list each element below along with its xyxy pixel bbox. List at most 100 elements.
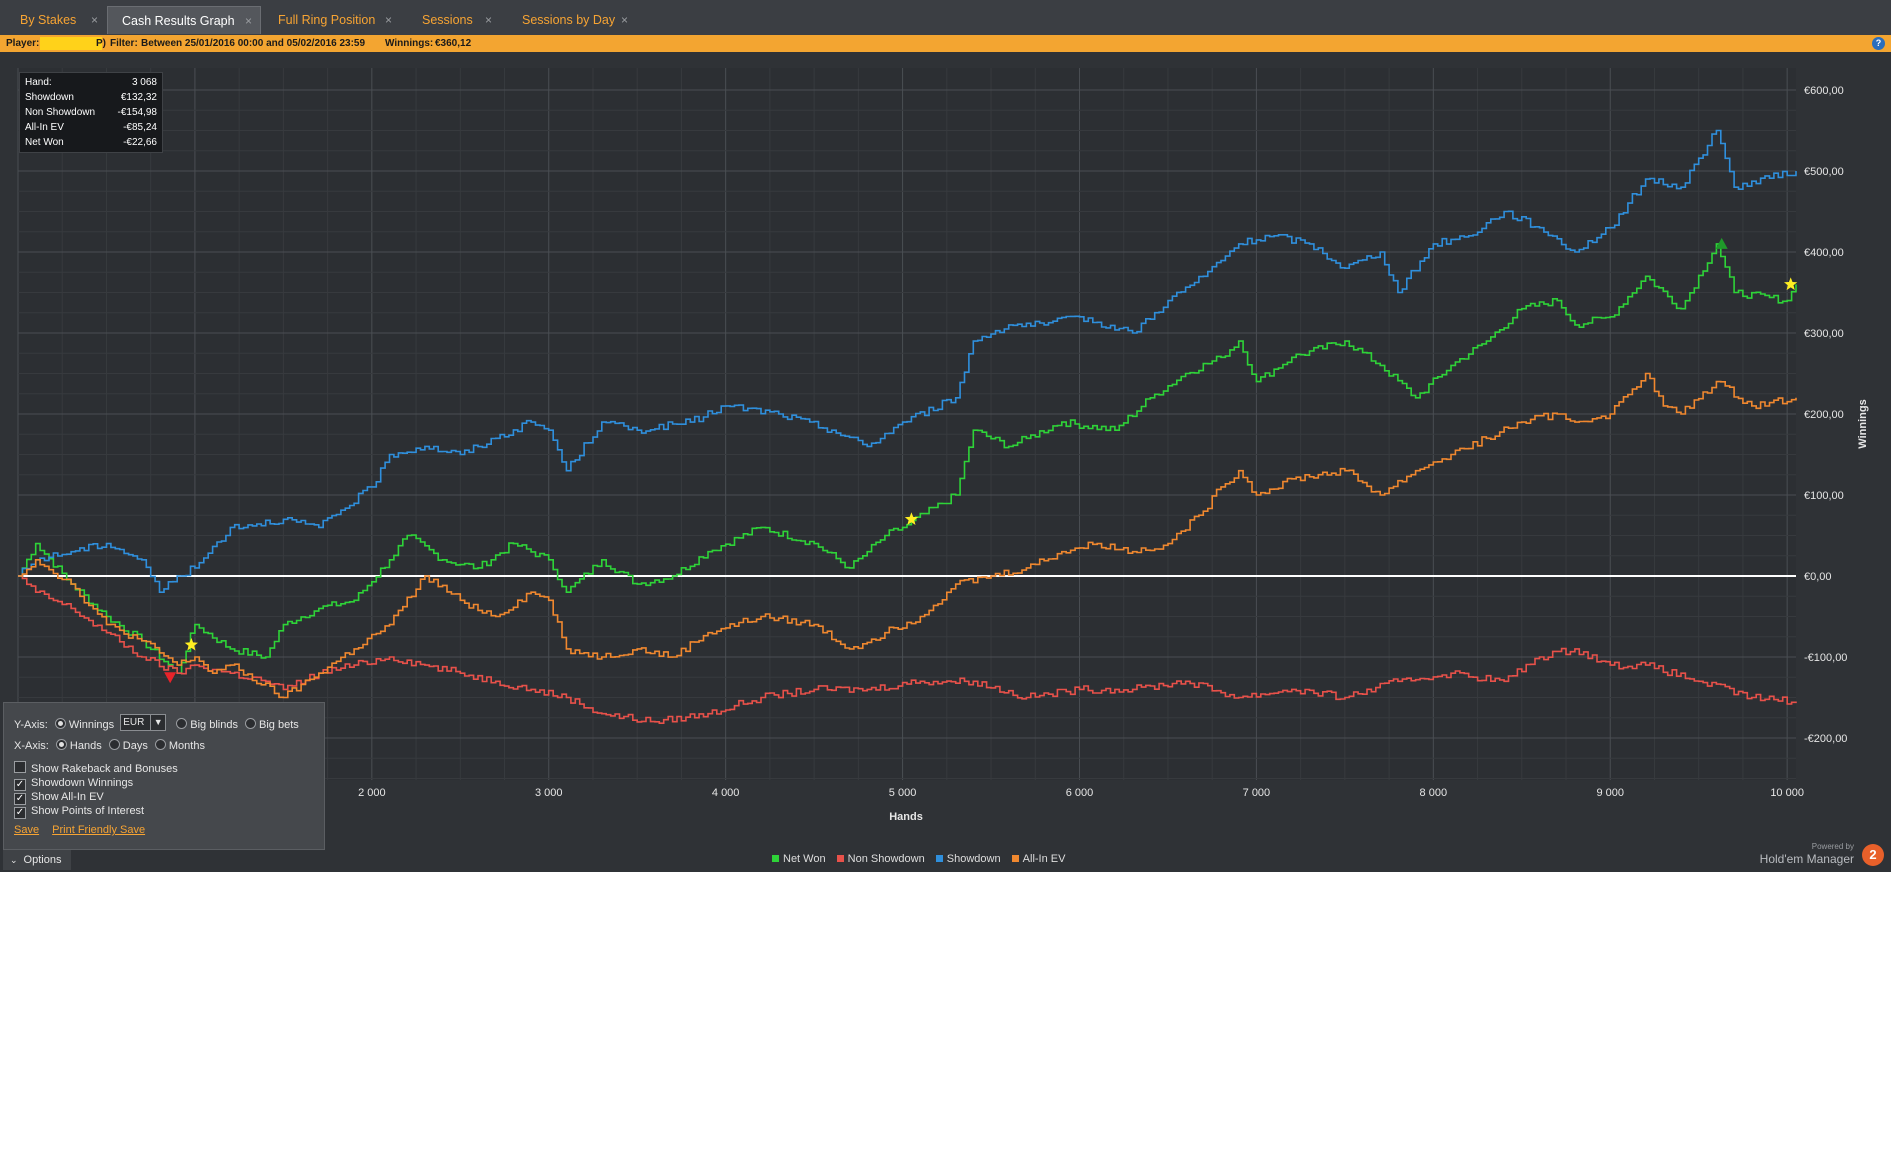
save-link[interactable]: Save — [14, 824, 40, 836]
legend-swatch — [772, 855, 779, 862]
y-tick-label: €0,00 — [1804, 571, 1832, 583]
legend-item-showdown[interactable]: Showdown — [935, 849, 1001, 869]
stat-label: All-In EV — [25, 122, 64, 133]
filter-label: Filter: — [110, 38, 138, 49]
grid-lines — [17, 68, 1796, 780]
y-tick-label: €500,00 — [1804, 166, 1844, 178]
radio-label: Big blinds — [190, 719, 238, 731]
checkbox-points-of-interest[interactable]: ✓ Show Points of Interest — [14, 803, 144, 819]
checkbox-showdown-winnings[interactable]: ✓ Showdown Winnings — [14, 775, 133, 791]
filter-value[interactable]: Between 25/01/2016 00:00 and 05/02/2016 … — [141, 38, 366, 49]
radio-days[interactable] — [108, 739, 120, 750]
x-tick-label: 6 000 — [1066, 787, 1094, 799]
tab-sessions[interactable]: Sessions × — [408, 6, 500, 34]
close-icon[interactable]: × — [244, 14, 252, 28]
stat-value: -€85,24 — [123, 122, 157, 133]
legend-item-all-in-ev[interactable]: All-In EV — [1011, 849, 1066, 869]
checkbox-all-in-ev[interactable]: ✓ Show All-In EV — [14, 789, 104, 805]
radio-months[interactable] — [154, 739, 166, 750]
tab-label: Full Ring Position — [278, 13, 376, 27]
checkmark-icon[interactable]: ✓ — [14, 807, 26, 819]
x-tick-label: 3 000 — [535, 787, 563, 799]
radio-label: Hands — [69, 740, 102, 752]
triangle-up-marker — [1715, 237, 1728, 249]
hover-stats-box: Hand: 3 068 Showdown €132,32 Non Showdow… — [19, 72, 163, 153]
player-label: Player: — [6, 38, 40, 49]
checkbox-label: Show All-In EV — [31, 791, 104, 803]
checkmark-icon[interactable]: ✓ — [14, 779, 26, 791]
legend-label: Showdown — [946, 853, 1001, 865]
currency-select[interactable]: EUR ▼ — [120, 714, 167, 731]
checkbox[interactable] — [14, 761, 26, 773]
question-icon[interactable]: ? — [1872, 37, 1885, 50]
y-axis-label: Winnings — [1857, 399, 1869, 448]
y-tick-label: €400,00 — [1804, 247, 1844, 259]
y-tick-label: €600,00 — [1804, 85, 1844, 97]
winnings-label: Winnings: — [385, 38, 434, 49]
radio-big-blinds[interactable] — [176, 718, 188, 729]
stat-value: -€22,66 — [123, 137, 157, 148]
legend-item-net-won[interactable]: Net Won — [772, 849, 826, 869]
tab-by-stakes[interactable]: By Stakes × — [6, 6, 106, 34]
filter-bar: Player: P) Filter: Between 25/01/2016 00… — [0, 35, 1891, 52]
results-chart[interactable]: -€200,00 -€100,00 €0,00 €100,00 €200,00 €300,… — [0, 52, 1891, 847]
x-tick-label: 2 000 — [358, 787, 386, 799]
x-tick-label: 8 000 — [1420, 787, 1448, 799]
tab-label: Sessions — [422, 13, 473, 27]
chevron-down-icon: ⌄ — [10, 855, 18, 865]
player-suffix: P) — [96, 38, 106, 49]
stat-label: Net Won — [25, 137, 64, 148]
tab-full-ring-position[interactable]: Full Ring Position × — [264, 6, 400, 34]
stat-row-net-won: Net Won -€22,66 — [25, 135, 157, 150]
winnings-value: €360,12 — [435, 38, 472, 49]
series-lines — [18, 129, 1797, 724]
tab-label: Sessions by Day — [522, 13, 616, 27]
series-line-showdown — [18, 129, 1797, 593]
x-axis-row: X-Axis: Hands Days Months — [14, 738, 205, 754]
y-tick-labels: -€200,00 -€100,00 €0,00 €100,00 €200,00 €300,… — [1804, 85, 1847, 745]
plot-area — [18, 68, 1796, 780]
x-tick-labels: 2 000 3 000 4 000 5 000 6 000 7 000 8 000 9 000… — [358, 787, 1804, 799]
x-tick-label: 7 000 — [1243, 787, 1271, 799]
series-line-net-won — [18, 243, 1797, 674]
y-tick-label: €300,00 — [1804, 328, 1844, 340]
options-toggle-button[interactable]: ⌄ Options — [3, 850, 71, 870]
x-tick-label: 4 000 — [712, 787, 740, 799]
chevron-down-icon[interactable]: ▼ — [150, 715, 165, 730]
currency-value: EUR — [123, 717, 145, 728]
x-tick-label: 10 000 — [1770, 787, 1804, 799]
radio-hands[interactable] — [55, 739, 67, 750]
y-tick-label: -€100,00 — [1804, 652, 1847, 664]
x-axis-label: X-Axis: — [14, 740, 49, 752]
radio-winnings[interactable] — [54, 718, 66, 729]
legend-label: All-In EV — [1022, 853, 1066, 865]
checkbox-rakeback[interactable]: Show Rakeback and Bonuses — [14, 761, 178, 777]
tab-sessions-by-day[interactable]: Sessions by Day × — [508, 6, 636, 34]
radio-label: Big bets — [259, 719, 299, 731]
stat-row-hand: Hand: 3 068 — [25, 75, 157, 90]
tab-cash-results-graph[interactable]: Cash Results Graph × — [107, 6, 261, 34]
star-marker — [904, 512, 919, 525]
chart-legend: Net Won Non Showdown Showdown All-In EV — [772, 849, 1073, 869]
close-icon[interactable]: × — [384, 13, 392, 27]
radio-label: Winnings — [68, 719, 115, 731]
legend-item-non-showdown[interactable]: Non Showdown — [836, 849, 925, 869]
print-friendly-save-link[interactable]: Print Friendly Save — [52, 824, 146, 836]
stat-label: Showdown — [25, 92, 74, 103]
options-panel: Y-Axis: Winnings EUR ▼ Big blinds Big bet… — [3, 702, 325, 850]
close-icon[interactable]: × — [484, 13, 492, 27]
tab-bar: By Stakes × Cash Results Graph × Full Ri… — [0, 0, 1891, 36]
radio-big-bets[interactable] — [245, 718, 257, 729]
checkmark-icon[interactable]: ✓ — [14, 793, 26, 805]
y-tick-label: €200,00 — [1804, 409, 1844, 421]
stat-value: -€154,98 — [117, 107, 157, 118]
close-icon[interactable]: × — [620, 13, 628, 27]
star-marker — [1784, 277, 1798, 291]
save-links-row: Save Print Friendly Save — [14, 822, 155, 838]
close-icon[interactable]: × — [90, 13, 98, 27]
app-window: By Stakes × Cash Results Graph × Full Ri… — [0, 0, 1891, 872]
legend-swatch — [935, 855, 943, 862]
x-tick-label: 5 000 — [889, 787, 917, 799]
tab-label: Cash Results Graph — [122, 14, 235, 28]
powered-by-text: Powered by — [1811, 842, 1854, 851]
